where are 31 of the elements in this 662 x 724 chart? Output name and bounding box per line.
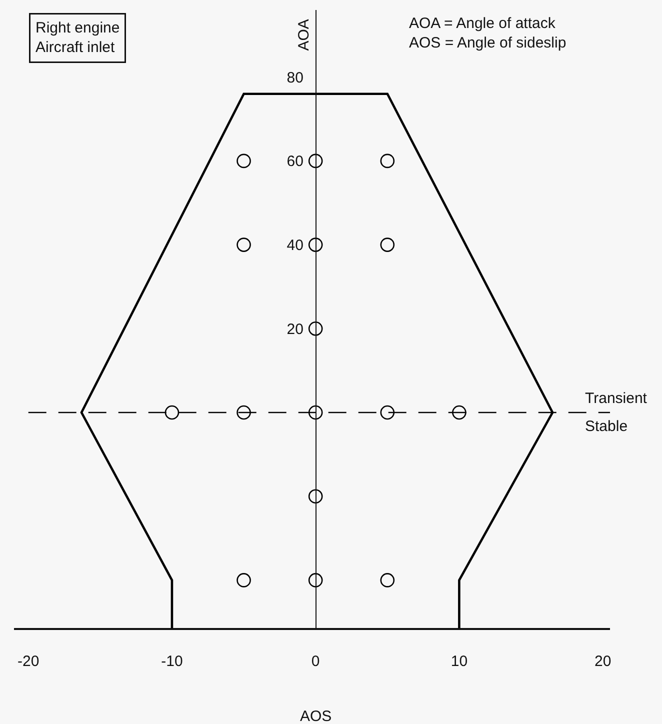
point: [236, 154, 251, 168]
point: [236, 238, 251, 252]
x-tick-label: 20: [594, 652, 612, 670]
point: [308, 405, 323, 420]
point: [236, 573, 251, 588]
annotation: Right engine Aircraft inlet: [36, 20, 120, 56]
x-tick-label: -20: [18, 652, 40, 670]
point: [380, 154, 395, 168]
y-tick-label: 60: [286, 153, 304, 170]
y-tick-label: 40: [286, 237, 304, 254]
x-tick-label: 0: [311, 652, 320, 670]
x-axis-title: AOS: [300, 708, 332, 724]
point: [308, 573, 323, 588]
point: [308, 489, 323, 504]
x-tick-label: 10: [450, 652, 468, 670]
annotation: Transient: [585, 390, 648, 407]
annotation: Stable: [585, 418, 628, 435]
point: [308, 238, 323, 252]
y-tick-label: 20: [286, 320, 304, 338]
y-axis-title: AOA: [295, 19, 312, 51]
point: [380, 238, 395, 252]
point: [308, 321, 323, 336]
point: [236, 405, 251, 420]
point: [164, 405, 180, 420]
point: [380, 405, 395, 420]
x-tick-label: -10: [161, 652, 183, 670]
point: [380, 573, 395, 588]
point: [308, 154, 323, 168]
annotation: AOA = Angle of attack AOS = Angle of sideslip: [409, 15, 566, 52]
point: [452, 405, 466, 420]
y-tick-label: 80: [286, 69, 304, 86]
